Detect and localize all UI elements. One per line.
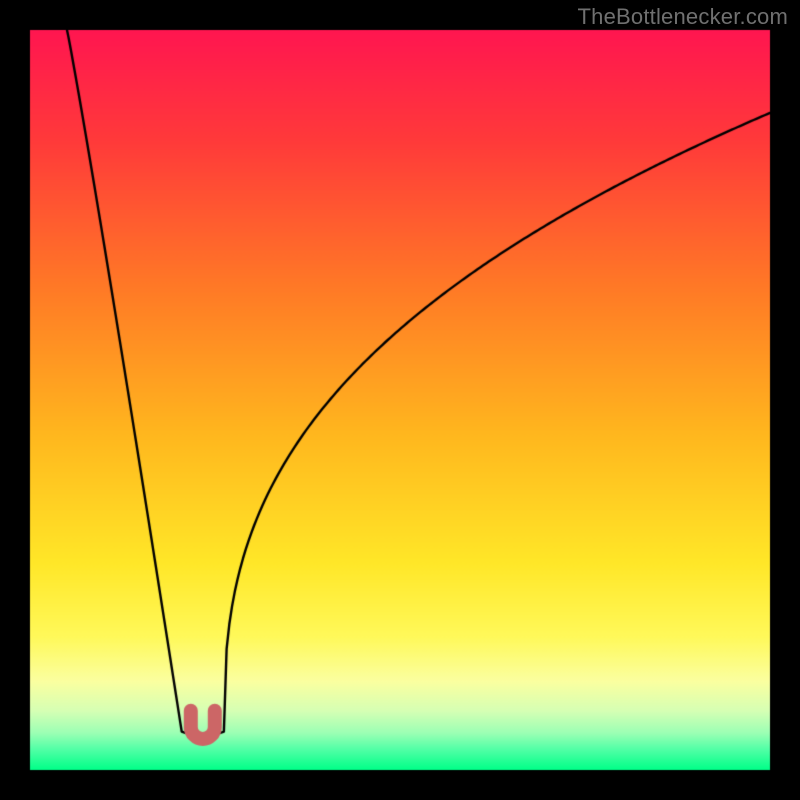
- watermark-label: TheBottlenecker.com: [578, 4, 788, 30]
- bottleneck-chart: [0, 0, 800, 800]
